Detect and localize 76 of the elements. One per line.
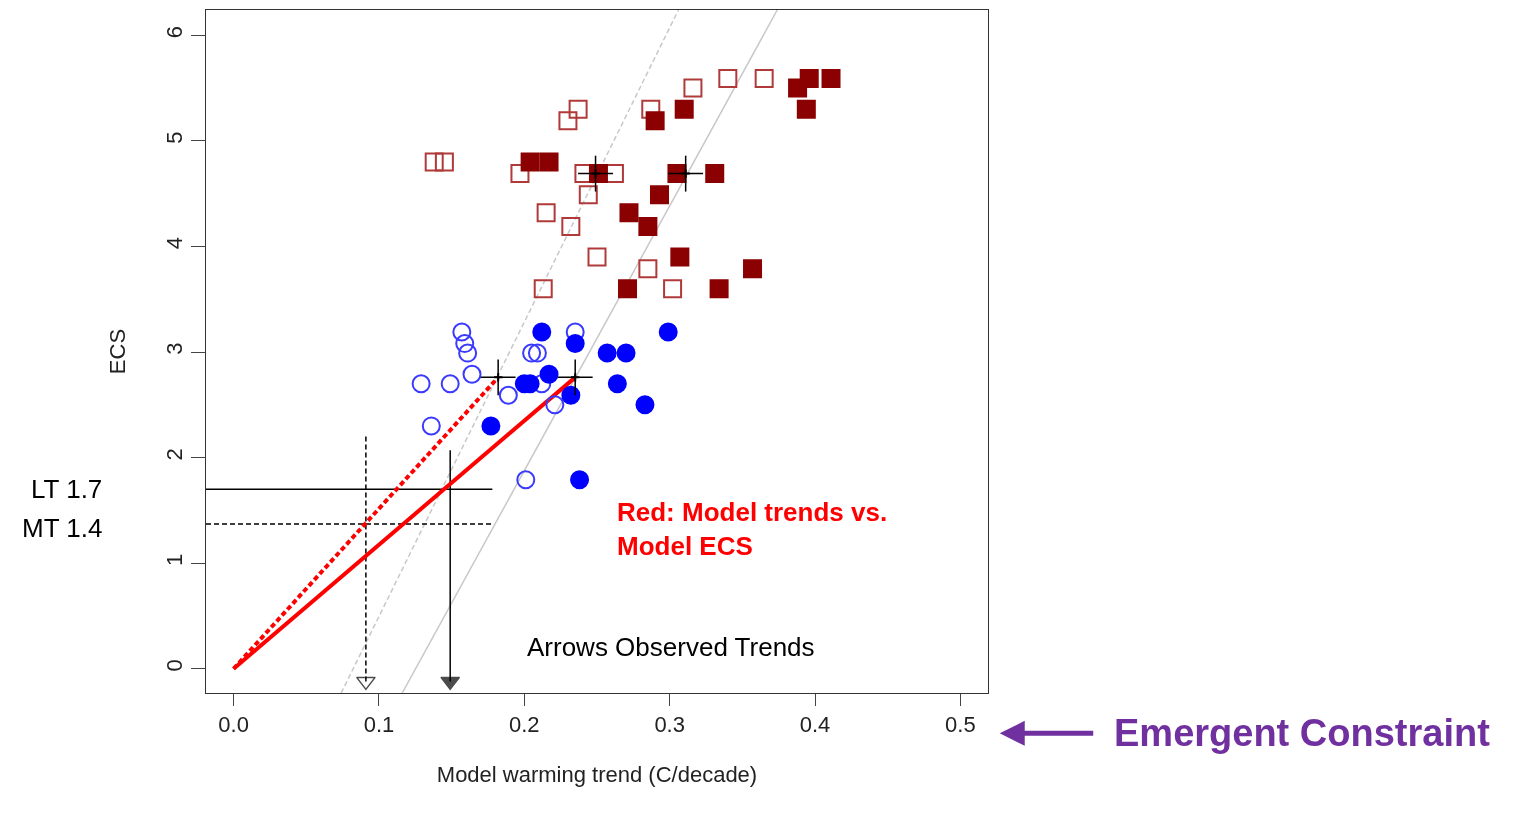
text: Emergent Constraint	[1114, 712, 1491, 754]
x-tick-label: 0.2	[509, 712, 540, 738]
point	[452, 322, 472, 342]
point	[462, 364, 482, 384]
point	[658, 322, 678, 342]
point	[458, 343, 478, 363]
y-tick-label: 1	[162, 553, 188, 566]
point	[421, 416, 441, 436]
point	[796, 99, 816, 119]
point	[498, 385, 518, 405]
point	[709, 279, 729, 299]
point	[510, 164, 530, 184]
point	[440, 374, 460, 394]
point	[434, 152, 454, 172]
text: MT 1.4	[22, 513, 103, 543]
point	[641, 99, 661, 119]
point	[705, 164, 725, 184]
point	[619, 203, 639, 223]
x-tick-label: 0.0	[218, 712, 249, 738]
point	[667, 164, 687, 184]
x-tick-label: 0.3	[654, 712, 685, 738]
y-axis-title: ECS	[105, 328, 130, 375]
x-tick-label: 0.5	[945, 712, 976, 738]
point	[718, 69, 738, 89]
point	[455, 334, 475, 354]
point	[481, 416, 501, 436]
point	[645, 111, 665, 131]
x-tick-label: 0.1	[363, 712, 395, 738]
point	[618, 279, 638, 299]
point	[565, 334, 585, 354]
point	[754, 69, 774, 89]
point	[545, 395, 565, 415]
point	[650, 185, 669, 205]
text: LT 1.7	[31, 474, 103, 504]
point	[674, 99, 694, 119]
point	[568, 99, 588, 119]
point	[743, 259, 763, 279]
point	[680, 168, 691, 179]
point	[520, 152, 540, 172]
point	[527, 343, 547, 363]
point	[536, 203, 556, 223]
point	[539, 364, 559, 384]
point	[424, 152, 444, 172]
y-tick-label: 0	[162, 659, 188, 672]
point	[539, 152, 559, 172]
y-tick-label: 6	[162, 25, 188, 39]
point	[561, 385, 581, 405]
x-axis-title: Model warming trend (C/decade)	[436, 762, 758, 788]
point	[616, 343, 636, 363]
y-tick-label: 4	[162, 237, 188, 250]
annotation: Red: Model trends vs. Model ECS	[617, 497, 888, 561]
point	[821, 69, 841, 89]
point	[411, 374, 431, 394]
point	[516, 470, 536, 490]
point	[663, 279, 683, 299]
point	[607, 374, 627, 394]
y-tick-label: 2	[162, 448, 188, 461]
point	[558, 111, 578, 131]
point	[532, 322, 552, 342]
point	[670, 247, 690, 267]
point	[578, 185, 598, 205]
x-tick-label: 0.4	[799, 712, 831, 738]
y-tick-label: 3	[162, 342, 188, 355]
point	[788, 78, 808, 98]
point	[570, 470, 590, 490]
annotation: Arrows Observed Trends	[527, 632, 815, 662]
point	[587, 247, 607, 267]
point	[597, 343, 617, 363]
point	[533, 279, 553, 299]
point	[638, 259, 658, 279]
point	[683, 78, 703, 98]
point	[522, 343, 542, 363]
point	[561, 216, 581, 236]
point	[638, 216, 658, 236]
point	[635, 395, 655, 415]
y-tick-label: 5	[162, 131, 188, 144]
